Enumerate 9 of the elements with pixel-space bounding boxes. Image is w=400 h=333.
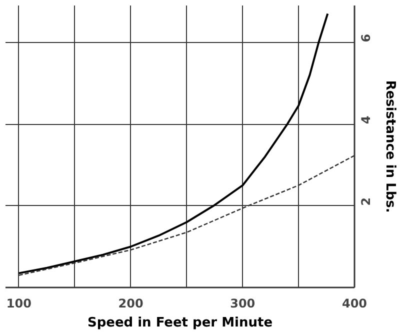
x-tick-label: 300 [230, 296, 256, 310]
y-tick-label: 4 [359, 116, 373, 124]
x-tick-label: 200 [118, 296, 144, 310]
y-axis-title: Resistance in Lbs. [382, 80, 398, 213]
y-tick-label: 2 [359, 197, 373, 206]
x-tick-label: 400 [342, 296, 368, 310]
x-tick-label: 100 [6, 296, 32, 310]
x-axis-title: Speed in Feet per Minute [87, 316, 273, 330]
y-tick-label: 6 [359, 34, 373, 42]
